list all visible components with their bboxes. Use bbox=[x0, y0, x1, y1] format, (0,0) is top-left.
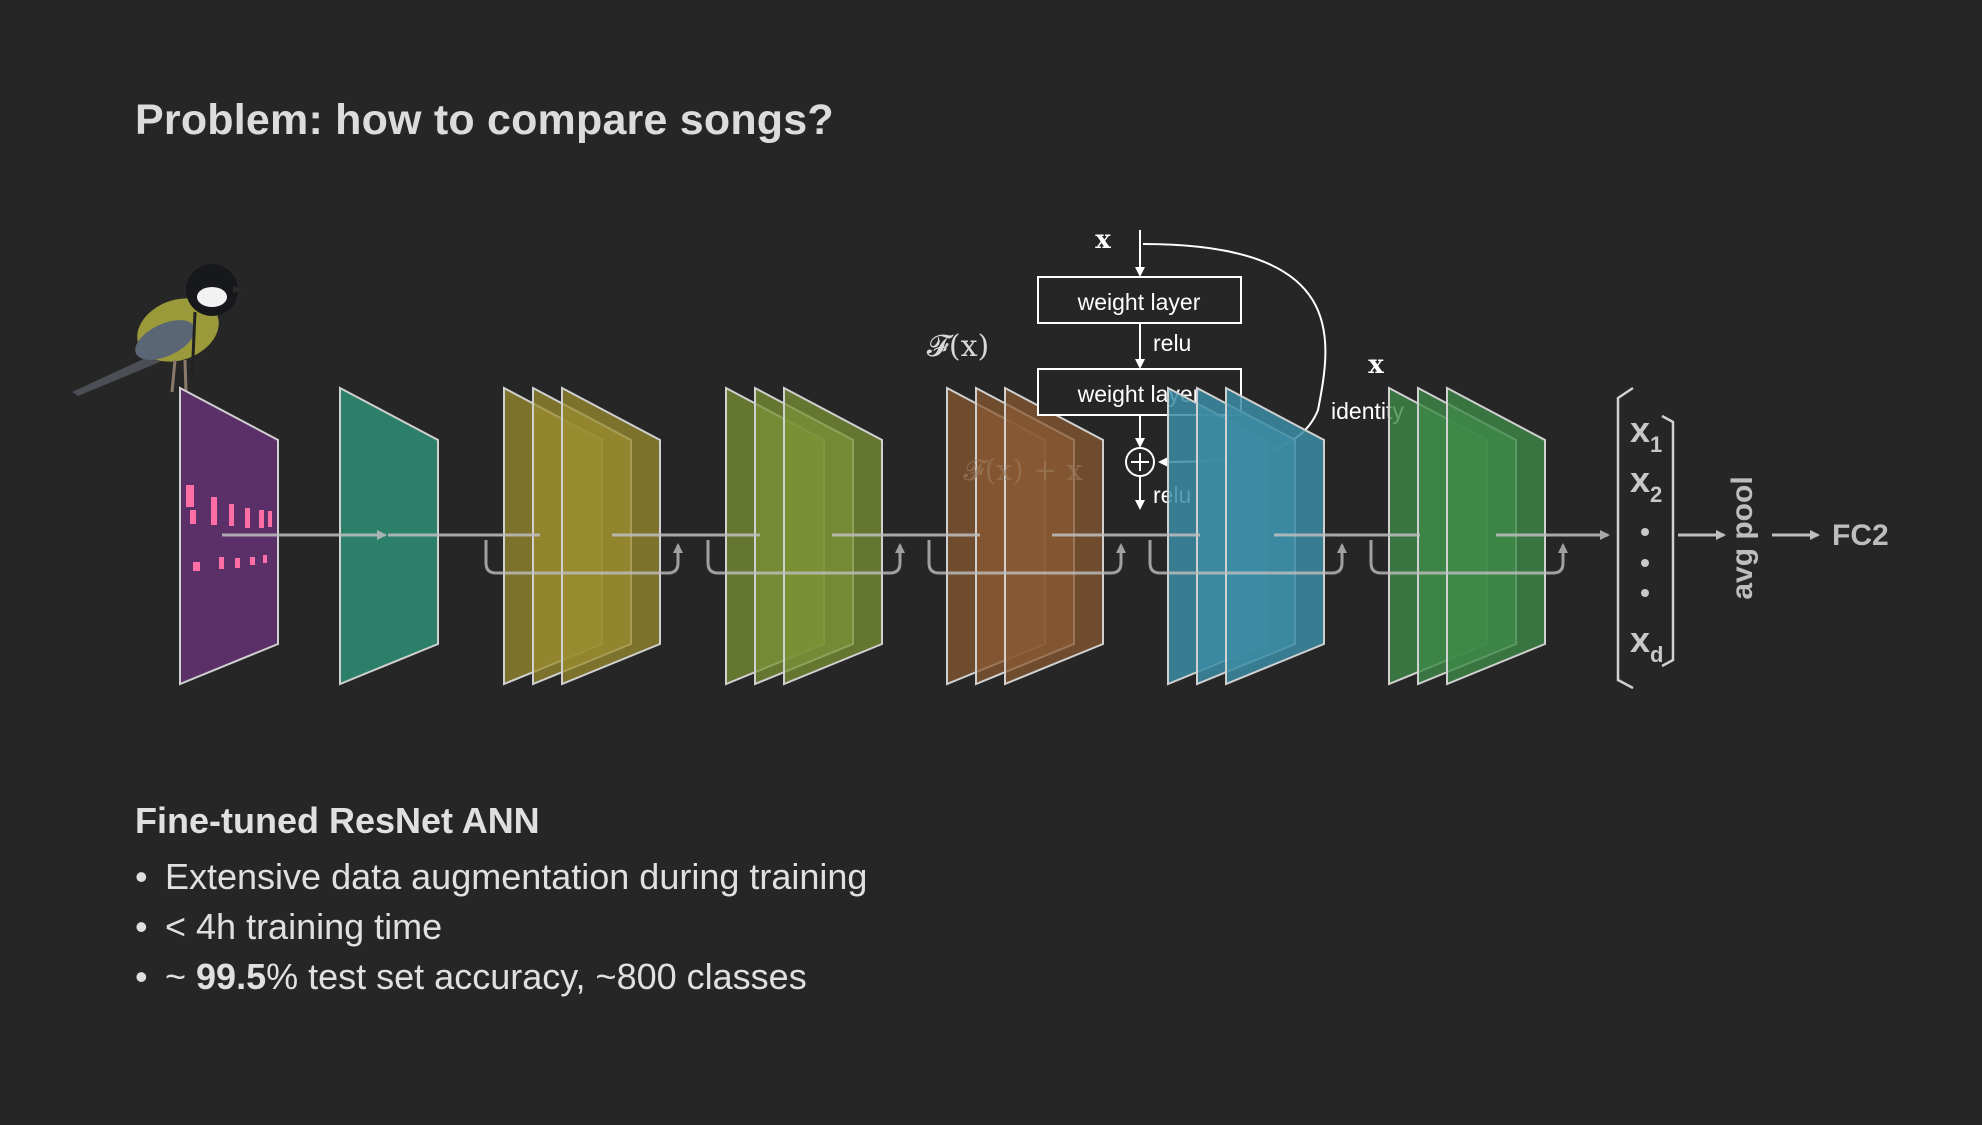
bird-icon bbox=[72, 264, 243, 396]
skip-x-label: x bbox=[1368, 350, 1384, 380]
notes-bullet-1: Extensive data augmentation during train… bbox=[135, 852, 867, 902]
accuracy-value: 99.5 bbox=[196, 956, 267, 997]
notes-list: Extensive data augmentation during train… bbox=[135, 852, 867, 1002]
avg-pool-label: avg pool bbox=[1726, 476, 1759, 599]
vector-element-d: xd bbox=[1630, 619, 1663, 667]
residual-block-diagram: x weight layer relu 𝓕(x) weight layer x … bbox=[927, 225, 1404, 510]
weight-layer-1-label: weight layer bbox=[1077, 289, 1201, 315]
fc2-label: FC2 bbox=[1832, 519, 1889, 552]
bullet-3-prefix: ~ bbox=[165, 956, 197, 997]
notes-bullet-3: ~ 99.5% test set accuracy, ~800 classes bbox=[135, 952, 867, 1002]
vector-element-1: x1 bbox=[1630, 409, 1662, 457]
sum-label: 𝓕(x) + x bbox=[963, 453, 1082, 487]
fx-label: 𝓕(x) bbox=[927, 329, 989, 364]
output-vector: x1 x2 xd bbox=[1616, 386, 1675, 690]
spectrogram-icon bbox=[186, 485, 272, 571]
notes-bullet-2: < 4h training time bbox=[135, 902, 867, 952]
stage-skip-arrows bbox=[484, 540, 1568, 575]
notes-section: Fine-tuned ResNet ANN Extensive data aug… bbox=[135, 800, 867, 1002]
slide-title: Problem: how to compare songs? bbox=[135, 96, 834, 144]
stage2-block bbox=[503, 386, 661, 686]
vector-element-2: x2 bbox=[1630, 459, 1662, 507]
relu-1-label: relu bbox=[1153, 330, 1191, 356]
weight-layer-1 bbox=[1037, 276, 1242, 324]
residual-input-label: x bbox=[1095, 225, 1111, 255]
bullet-3-suffix: % test set accuracy, ~800 classes bbox=[266, 956, 807, 997]
notes-heading: Fine-tuned ResNet ANN bbox=[135, 800, 540, 841]
